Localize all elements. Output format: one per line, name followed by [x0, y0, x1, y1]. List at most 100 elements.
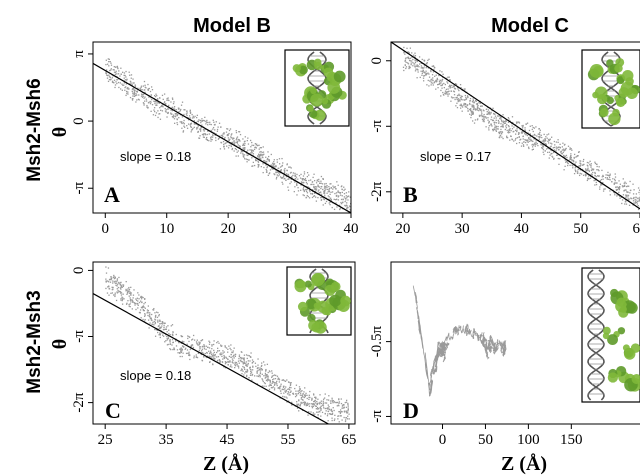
data-point — [522, 126, 524, 128]
data-point — [476, 119, 479, 121]
data-point — [220, 126, 222, 128]
data-point — [574, 163, 576, 166]
data-point — [332, 188, 334, 190]
data-point — [205, 345, 207, 347]
data-point — [261, 379, 264, 381]
data-point — [277, 387, 280, 389]
y-tick-label: π — [71, 50, 87, 58]
data-point — [243, 144, 246, 147]
data-point — [413, 54, 415, 56]
data-point — [347, 411, 349, 413]
data-point — [258, 165, 260, 167]
data-point — [172, 341, 174, 344]
data-point — [125, 290, 127, 292]
data-point — [347, 415, 349, 417]
data-point — [232, 350, 234, 352]
data-point — [308, 398, 310, 401]
data-point — [548, 139, 551, 142]
data-point — [498, 121, 500, 123]
data-point — [163, 322, 166, 325]
data-point — [266, 374, 268, 376]
data-point — [225, 131, 228, 133]
data-point — [349, 206, 351, 208]
data-point — [159, 113, 161, 115]
data-point — [251, 359, 254, 361]
data-point — [130, 83, 132, 85]
data-point — [407, 62, 409, 64]
data-point — [271, 162, 274, 164]
data-point — [129, 297, 131, 299]
data-point — [237, 360, 240, 362]
data-point — [236, 142, 239, 144]
data-point — [172, 102, 175, 105]
data-point — [159, 106, 161, 109]
data-point — [126, 79, 128, 81]
data-point — [133, 82, 135, 84]
data-point — [197, 344, 199, 346]
data-point — [414, 59, 416, 61]
data-point — [496, 128, 498, 130]
data-point — [204, 352, 207, 355]
data-point — [279, 390, 282, 392]
data-point — [144, 315, 146, 317]
data-point — [587, 178, 589, 180]
data-point — [600, 184, 602, 186]
data-point — [200, 351, 202, 354]
data-point — [286, 164, 288, 166]
data-point — [132, 294, 135, 296]
data-point — [156, 316, 159, 319]
data-point — [177, 113, 179, 116]
data-point — [474, 109, 477, 111]
data-point — [124, 79, 127, 81]
data-point — [567, 162, 569, 165]
data-point — [279, 166, 282, 168]
data-point — [495, 127, 497, 129]
data-point — [557, 141, 559, 144]
data-point — [228, 355, 231, 358]
data-point — [215, 351, 218, 354]
data-point — [262, 154, 265, 156]
data-point — [553, 157, 555, 160]
data-point — [638, 198, 640, 201]
data-point — [228, 144, 230, 147]
data-point — [441, 79, 443, 81]
data-point — [343, 196, 346, 198]
data-point — [497, 125, 499, 128]
data-point — [424, 74, 427, 76]
data-point — [273, 387, 276, 389]
data-point — [227, 358, 229, 361]
data-point — [121, 296, 123, 298]
data-point — [515, 137, 517, 140]
data-point — [501, 131, 504, 133]
data-point — [232, 142, 234, 144]
data-point — [140, 86, 142, 89]
data-point — [299, 392, 302, 394]
data-point — [176, 118, 178, 120]
data-point — [417, 64, 419, 67]
data-point — [186, 110, 188, 112]
column-title-model-c: Model C — [491, 15, 569, 37]
data-point — [237, 155, 239, 157]
data-point — [105, 272, 108, 274]
data-point — [182, 346, 185, 348]
data-point — [159, 327, 161, 329]
data-point — [522, 144, 525, 146]
data-point — [210, 140, 212, 142]
data-point — [219, 354, 222, 356]
data-point — [164, 110, 167, 112]
data-point — [323, 183, 326, 185]
data-point — [184, 109, 186, 111]
data-point — [161, 94, 164, 97]
data-point — [213, 340, 215, 342]
data-point — [254, 143, 257, 145]
data-point — [587, 167, 589, 169]
data-point — [284, 177, 286, 180]
protein-blob — [327, 81, 341, 94]
data-point — [107, 280, 109, 282]
data-point — [170, 101, 172, 103]
data-point — [299, 389, 301, 391]
data-point — [328, 187, 331, 190]
data-point — [414, 65, 416, 67]
data-point — [181, 101, 184, 103]
data-point — [280, 383, 282, 385]
